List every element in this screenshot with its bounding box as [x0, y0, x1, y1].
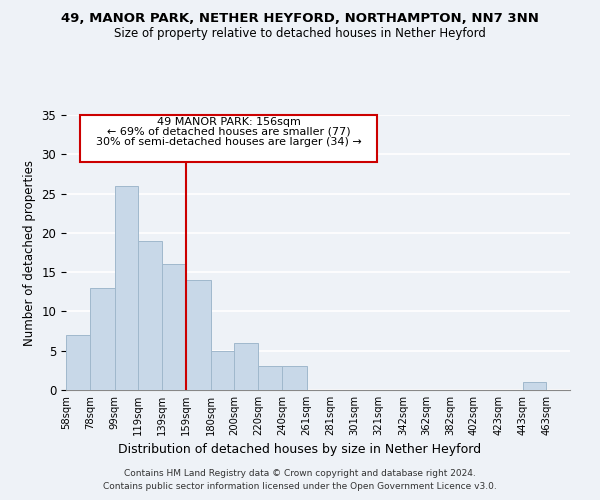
Bar [66, 335, 90, 390]
Bar [186, 280, 211, 390]
Text: Size of property relative to detached houses in Nether Heyford: Size of property relative to detached ho… [114, 28, 486, 40]
Bar [162, 264, 186, 390]
Text: 49, MANOR PARK, NETHER HEYFORD, NORTHAMPTON, NN7 3NN: 49, MANOR PARK, NETHER HEYFORD, NORTHAMP… [61, 12, 539, 26]
Bar [211, 350, 235, 390]
Text: ← 69% of detached houses are smaller (77): ← 69% of detached houses are smaller (77… [107, 127, 350, 137]
Bar [90, 288, 115, 390]
Bar [282, 366, 307, 390]
Bar [235, 343, 258, 390]
Text: Contains public sector information licensed under the Open Government Licence v3: Contains public sector information licen… [103, 482, 497, 491]
Y-axis label: Number of detached properties: Number of detached properties [23, 160, 36, 346]
Bar [258, 366, 282, 390]
Text: Distribution of detached houses by size in Nether Heyford: Distribution of detached houses by size … [118, 442, 482, 456]
Bar [115, 186, 139, 390]
Text: Contains HM Land Registry data © Crown copyright and database right 2024.: Contains HM Land Registry data © Crown c… [124, 468, 476, 477]
FancyBboxPatch shape [80, 115, 377, 162]
Text: 30% of semi-detached houses are larger (34) →: 30% of semi-detached houses are larger (… [95, 137, 361, 147]
Bar [523, 382, 546, 390]
Text: 49 MANOR PARK: 156sqm: 49 MANOR PARK: 156sqm [157, 118, 301, 128]
Bar [139, 240, 162, 390]
